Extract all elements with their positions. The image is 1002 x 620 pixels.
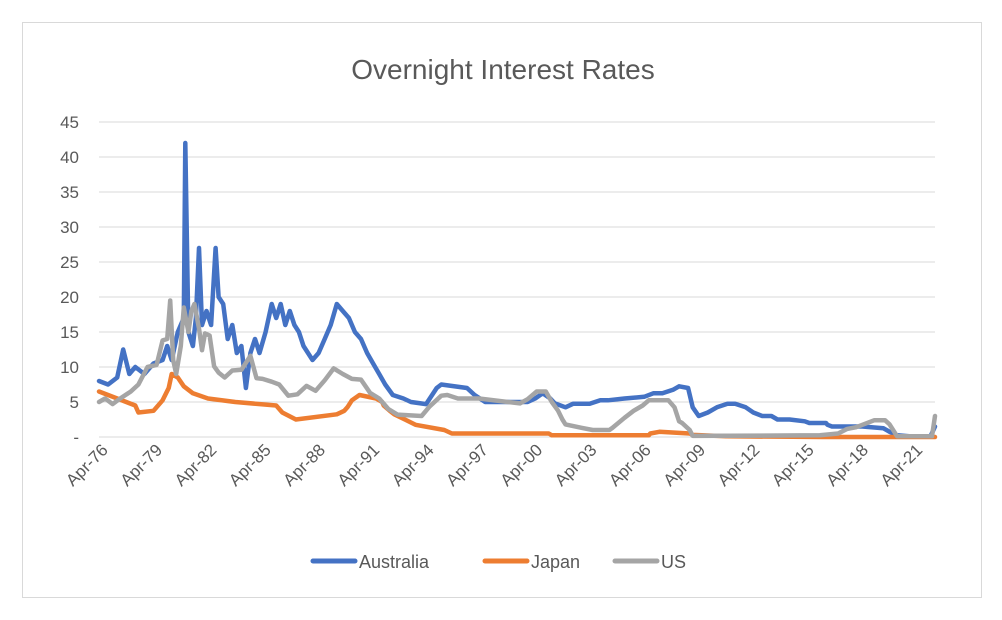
legend-label-us: US: [661, 552, 686, 572]
x-tick-label: Apr-88: [280, 440, 330, 490]
series-layer: [96, 140, 938, 440]
chart-title: Overnight Interest Rates: [351, 54, 654, 85]
x-tick-label: Apr-94: [388, 440, 438, 490]
x-tick-label: Apr-00: [497, 440, 547, 490]
grid-layer: [99, 121, 935, 438]
y-tick-label: 5: [70, 393, 79, 412]
y-tick-label: 40: [60, 148, 79, 167]
series-line-japan: [96, 371, 938, 440]
y-tick-label: 10: [60, 358, 79, 377]
x-tick-label: Apr-85: [225, 440, 275, 490]
y-tick-label: 45: [60, 113, 79, 132]
chart-frame: Overnight Interest Rates - 5 10 15 20 25 30 35 4…: [22, 22, 982, 598]
x-tick-label: Apr-09: [660, 440, 710, 490]
legend-label-australia: Australia: [359, 552, 430, 572]
x-tick-label: Apr-15: [768, 440, 818, 490]
legend-label-japan: Japan: [531, 552, 580, 572]
y-tick-label: 20: [60, 288, 79, 307]
x-tick-label: Apr-21: [877, 440, 927, 490]
x-tick-layer: Apr-76 Apr-79 Apr-82 Apr-85 Apr-88 Apr-91 Apr-…: [62, 440, 926, 490]
y-tick-label: 15: [60, 323, 79, 342]
x-tick-label: Apr-06: [605, 440, 655, 490]
x-tick-label: Apr-12: [714, 440, 764, 490]
x-tick-label: Apr-03: [551, 440, 601, 490]
y-tick-label: -: [73, 428, 79, 447]
y-tick-label: 25: [60, 253, 79, 272]
x-tick-label: Apr-76: [62, 440, 112, 490]
x-tick-label: Apr-91: [334, 440, 384, 490]
x-tick-label: Apr-82: [171, 440, 221, 490]
x-tick-label: Apr-18: [823, 440, 873, 490]
series-line-us: [96, 298, 938, 439]
legend: Australia Japan US: [310, 552, 686, 572]
y-tick-layer: - 5 10 15 20 25 30 35 40 45: [60, 113, 79, 447]
x-tick-label: Apr-79: [117, 440, 167, 490]
y-tick-label: 35: [60, 183, 79, 202]
series-line-australia: [96, 140, 938, 439]
x-tick-label: Apr-97: [442, 440, 492, 490]
chart-svg: Overnight Interest Rates - 5 10 15 20 25 30 35 4…: [60, 54, 938, 572]
y-tick-label: 30: [60, 218, 79, 237]
